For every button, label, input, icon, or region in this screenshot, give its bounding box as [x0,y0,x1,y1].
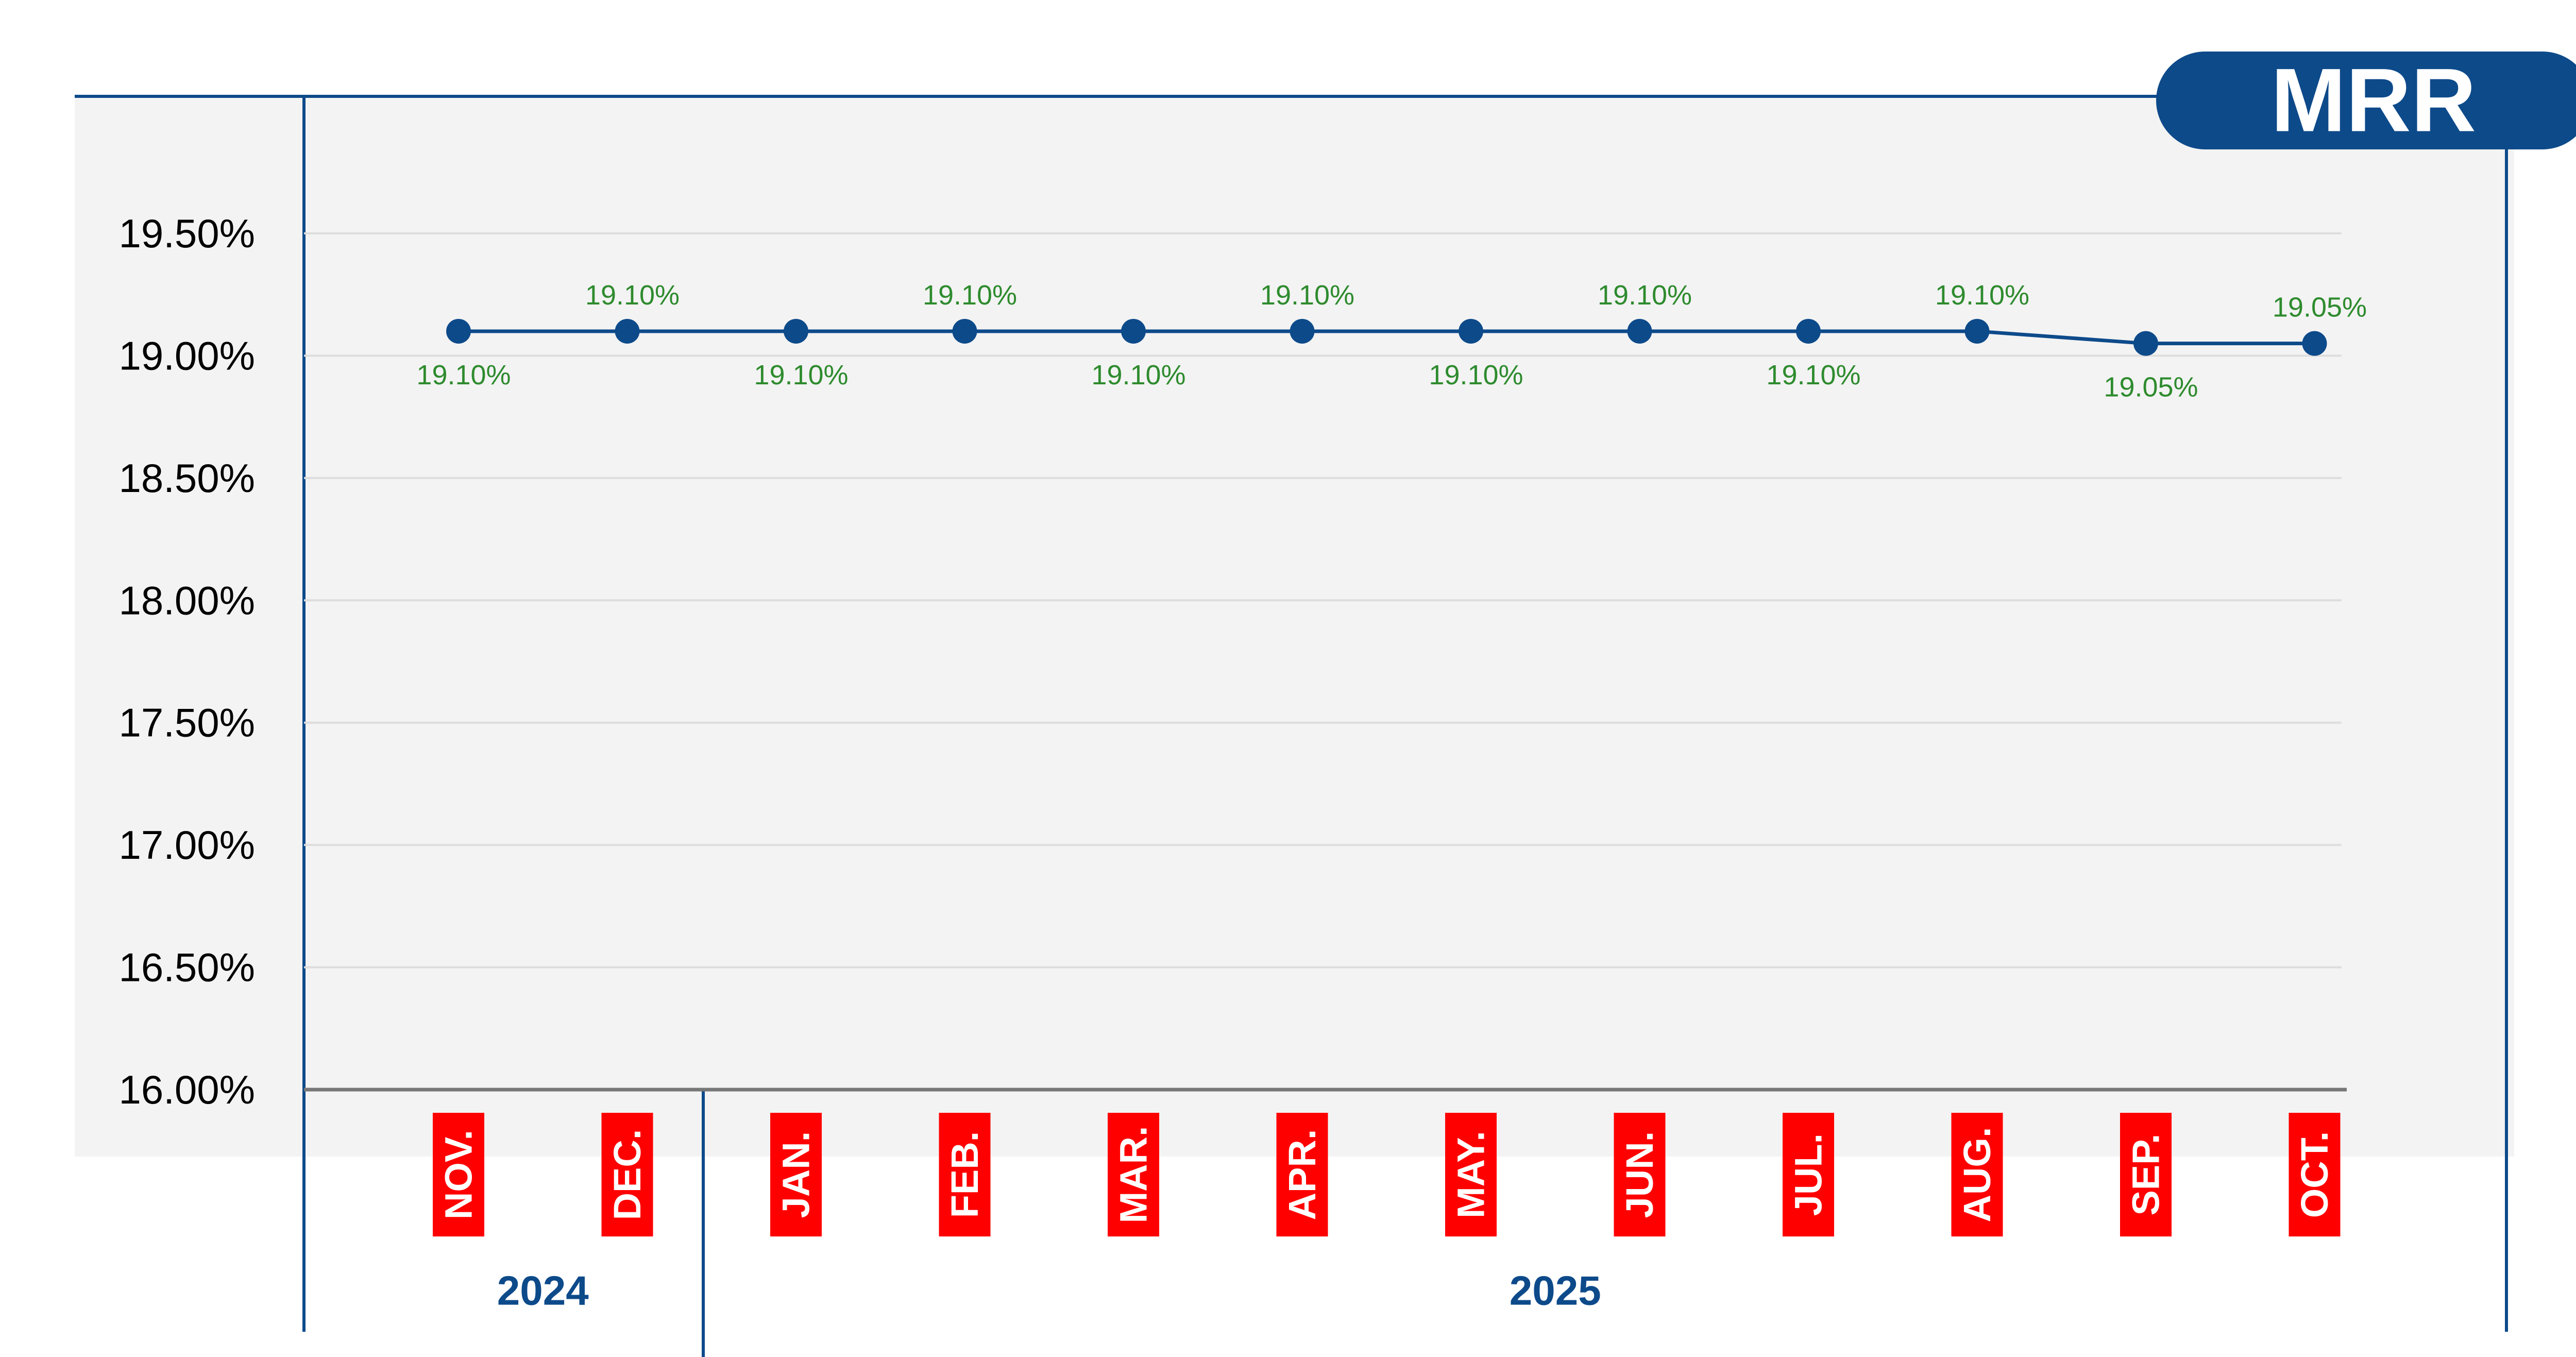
month-label-box [433,1113,484,1236]
series-line [459,329,2315,346]
month-label-text: OCT. [2293,1131,2336,1218]
y-tick-label: 16.50% [118,945,255,990]
month-label-box [2289,1113,2341,1236]
y-tick-label: 19.50% [118,211,255,256]
month-label: OCT. [2289,1113,2341,1236]
month-label-box [1445,1113,1497,1236]
data-label: 19.10% [754,360,848,391]
month-label-text: MAR. [1112,1126,1155,1223]
data-point [1121,318,1146,344]
month-label: AUG. [1951,1113,2003,1236]
month-label: FEB. [939,1113,991,1236]
data-label: 19.10% [1935,280,2029,311]
month-label: MAY. [1445,1113,1497,1236]
month-label-box [1108,1113,1159,1236]
y-tick-label: 17.00% [118,822,255,868]
gridlines [304,232,2342,969]
month-label-text: SEP. [2125,1133,2167,1215]
data-label: 19.10% [1091,360,1185,391]
data-point [446,318,471,344]
y-tick-label: 19.00% [118,333,255,378]
month-label-text: FEB. [943,1131,986,1218]
year-label: 2025 [1510,1268,1601,1314]
data-label: 19.10% [416,360,511,391]
month-label: NOV. [433,1113,484,1236]
y-tick-label: 18.00% [118,578,255,623]
month-label: JUN. [1614,1113,1666,1236]
year-labels: 2024 2025 [497,1268,1601,1314]
month-label-box [1783,1113,1834,1236]
data-point [615,318,640,344]
month-label: DEC. [601,1113,653,1236]
month-label: SEP. [2120,1113,2172,1236]
plot-background [75,96,2514,1157]
month-label-box [2120,1113,2172,1236]
data-point [784,318,808,344]
year-label: 2024 [497,1268,589,1314]
month-label-box [939,1113,991,1236]
month-label-text: JUL. [1787,1133,1830,1216]
data-point [2302,331,2327,356]
y-tick-label: 16.00% [118,1067,255,1112]
data-point [1627,318,1652,344]
month-label-text: MAY. [1450,1131,1493,1218]
mrr-badge-label: MRR [2271,50,2477,151]
data-label: 19.10% [1260,280,1354,311]
data-label: 19.05% [2273,292,2367,323]
month-label-box [770,1113,822,1236]
y-axis-ticks: 16.00% 16.50% 17.00% 17.50% 18.00% 18.50% 19.0… [118,211,255,1112]
data-point [1459,318,1483,344]
series-polyline [459,329,2315,346]
month-label-text: AUG. [1956,1127,1998,1223]
data-label: 19.10% [1429,360,1523,391]
data-point [1964,318,1990,344]
data-label: 19.10% [1598,280,1692,311]
month-label-box [1614,1113,1666,1236]
month-label: JUL. [1783,1113,1834,1236]
month-label-text: APR. [1281,1129,1324,1220]
month-label-box [601,1113,653,1236]
y-tick-label: 18.50% [118,455,255,501]
data-point [952,318,977,344]
month-label: APR. [1276,1113,1328,1236]
month-label-text: DEC. [606,1129,649,1220]
data-points [446,318,2327,356]
month-label-text: JAN. [775,1131,818,1218]
data-point [2133,331,2158,356]
data-labels: 19.10% 19.10% 19.10% 19.10% 19.10% 19.10% 19.1… [416,280,2367,403]
mrr-badge: MRR [2156,50,2576,151]
data-point [1796,318,1821,344]
month-label-text: NOV. [437,1130,480,1219]
data-label: 19.10% [585,280,680,311]
mrr-badge-pill [2156,52,2576,149]
month-labels: NOV. DEC. JAN. FEB. MAR. APR. MAY. JUN. JUL. AUG.… [433,1113,2341,1236]
data-point [1290,318,1315,344]
data-label: 19.05% [2104,372,2198,403]
month-label-text: JUN. [1618,1131,1661,1218]
month-label: MAR. [1108,1113,1159,1236]
y-tick-label: 17.50% [118,700,255,745]
data-label: 19.10% [1766,360,1860,391]
month-label-box [1951,1113,2003,1236]
data-label: 19.10% [923,280,1017,311]
month-label-box [1276,1113,1328,1236]
month-label: JAN. [770,1113,822,1236]
